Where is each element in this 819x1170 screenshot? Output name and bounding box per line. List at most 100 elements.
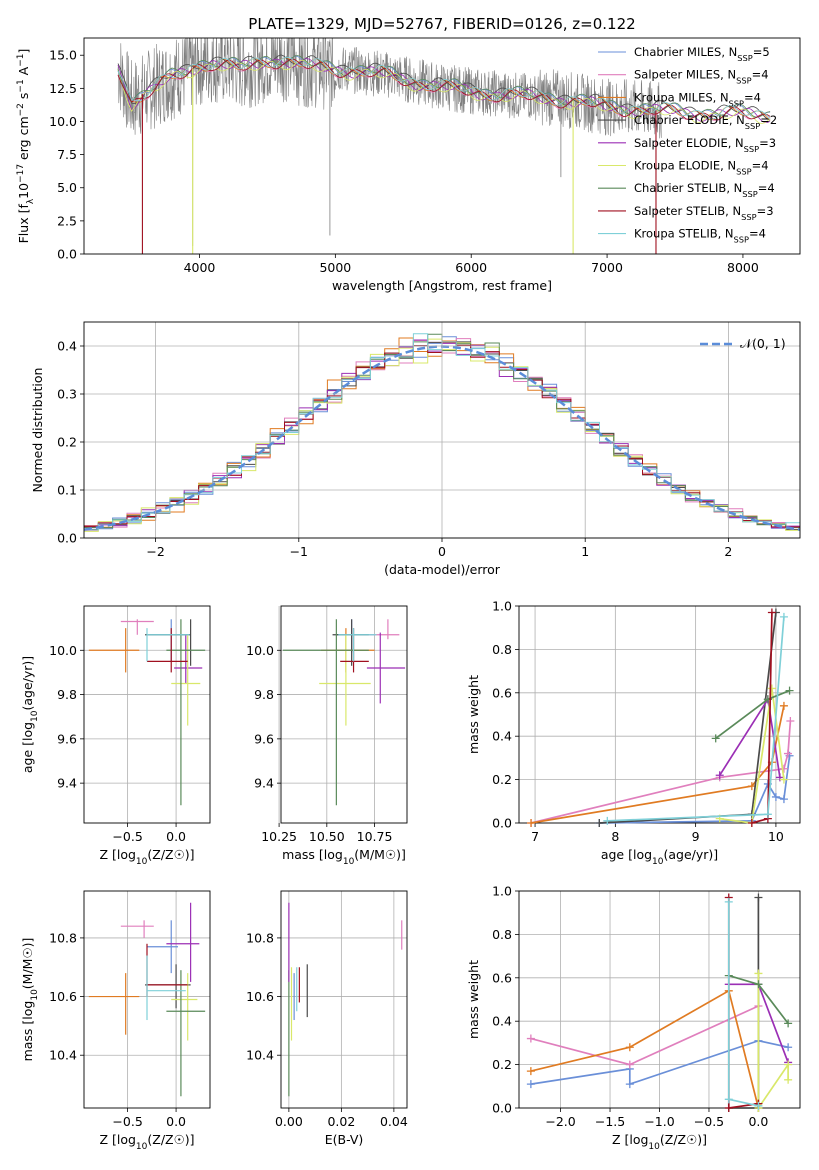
legend: Chabrier MILES, NSSP=5 Salpeter MILES, NS… xyxy=(598,45,777,245)
x-axis-label: (data-model)/error xyxy=(384,562,501,577)
weight-marker-kroupa_elodie xyxy=(754,969,763,978)
weight-marker-kroupa_stelib xyxy=(779,612,788,621)
x-tick-label: 8 xyxy=(611,829,619,844)
weight-marker-salpeter_miles xyxy=(526,1034,535,1043)
errorbar-plot xyxy=(88,902,206,1097)
axes-mass_vs_Z: −0.5 0.0 10.4 10.6 10.8 Z [log10(Z/Z☉)] mass [… xyxy=(20,890,211,1152)
axes-frame xyxy=(280,890,408,1109)
weight-line-chabrier_miles xyxy=(599,755,791,824)
y-tick-label: 10.0 xyxy=(49,114,77,129)
legend-label: Salpeter STELIB, NSSP=3 xyxy=(634,204,774,222)
y-axis-label: Normed distribution xyxy=(30,368,45,493)
y-tick-label: 1.0 xyxy=(492,599,512,614)
weight-marker-chabrier_miles xyxy=(771,792,780,801)
weight-marker-salpeter_stelib xyxy=(724,1104,733,1112)
weight-marker-salpeter_stelib xyxy=(767,608,776,617)
y-tick-label: 0.6 xyxy=(492,685,512,700)
legend-label: Chabrier ELODIE, NSSP=2 xyxy=(634,113,777,131)
y-tick-label: 0.8 xyxy=(492,927,512,942)
y-tick-label: 10.4 xyxy=(246,1048,274,1063)
y-tick-label: 10.0 xyxy=(246,643,274,658)
x-tick-label: 0.0 xyxy=(166,829,186,844)
legend-label: Kroupa MILES, NSSP=4 xyxy=(634,90,761,108)
y-axis-label: Flux [fλ10−17 erg cm−2 s−1 A−1] xyxy=(16,49,36,244)
y-tick-label: 5.0 xyxy=(57,180,77,195)
x-tick-label: 8000 xyxy=(727,260,759,275)
y-tick-label: 0.0 xyxy=(492,816,512,831)
weight-marker-kroupa_stelib xyxy=(724,1095,733,1104)
y-tick-label: 0.8 xyxy=(492,642,512,657)
axes-frame xyxy=(83,321,801,539)
y-axis-label: mass weight xyxy=(466,960,481,1039)
y-tick-label: 10.4 xyxy=(49,1048,77,1063)
axes-frame xyxy=(518,605,801,824)
weight-marker-kroupa_elodie xyxy=(767,684,776,693)
x-axis-label: wavelength [Angstrom, rest frame] xyxy=(332,278,552,293)
legend: 𝒩(0, 1) xyxy=(700,336,786,351)
legend-label: Chabrier STELIB, NSSP=4 xyxy=(634,181,775,199)
panels: 4000 5000 6000 7000 80000.02.55.07.510.012.5… xyxy=(16,15,801,1152)
legend-label: Kroupa ELODIE, NSSP=4 xyxy=(634,159,769,177)
x-tick-label: −1 xyxy=(290,544,308,559)
axes-frame xyxy=(83,605,211,824)
x-axis-label: age [log10(age/yr)] xyxy=(601,847,718,867)
y-tick-label: 10.8 xyxy=(246,930,274,945)
y-tick-label: 9.4 xyxy=(254,776,274,791)
weight-plot xyxy=(527,608,795,827)
x-tick-label: 4000 xyxy=(184,260,216,275)
weight-marker-kroupa_miles xyxy=(625,1043,634,1052)
x-tick-label: −2.0 xyxy=(545,1114,575,1129)
x-tick-label: 0 xyxy=(438,544,446,559)
x-tick-label: 2 xyxy=(724,544,732,559)
x-tick-label: −0.5 xyxy=(112,829,142,844)
x-tick-label: 0.02 xyxy=(327,1114,355,1129)
y-tick-label: 10.6 xyxy=(49,989,77,1004)
legend-label: Salpeter MILES, NSSP=4 xyxy=(634,68,769,86)
weight-marker-chabrier_stelib xyxy=(711,734,720,743)
x-tick-label: 10 xyxy=(768,829,784,844)
weight-marker-kroupa_miles xyxy=(779,701,788,710)
model-spectrum-chabrier_elodie xyxy=(117,54,771,121)
y-tick-label: 0.2 xyxy=(492,772,512,787)
weight-line-kroupa_miles xyxy=(530,989,760,1109)
x-tick-label: 0.04 xyxy=(380,1114,408,1129)
axes-residuals: −2 −1 0 1 2 0.0 0.1 0.2 0.3 0.4 (data-model)/error… xyxy=(30,321,801,577)
y-tick-label: 0.4 xyxy=(492,1014,512,1029)
x-tick-label: 10.25 xyxy=(261,829,297,844)
y-tick-label: 9.6 xyxy=(57,731,77,746)
legend-label: Chabrier MILES, NSSP=5 xyxy=(634,45,770,63)
x-tick-label: 0.0 xyxy=(166,1114,186,1129)
y-tick-label: 0.1 xyxy=(57,483,77,498)
weight-marker-chabrier_stelib xyxy=(784,1019,793,1028)
weight-marker-kroupa_stelib xyxy=(754,1101,763,1110)
weight-marker-salpeter_elodie xyxy=(715,771,724,780)
chart-title: PLATE=1329, MJD=52767, FIBERID=0126, z=0… xyxy=(248,15,635,33)
axes-mass_vs_ebv: 0.00 0.02 0.04 10.4 10.6 10.8 E(B-V) xyxy=(246,890,408,1147)
model-spectrum-kroupa_elodie xyxy=(117,59,771,124)
weight-marker-chabrier_elodie xyxy=(595,819,604,827)
x-tick-label: 0.0 xyxy=(748,1114,768,1129)
x-tick-label: −2 xyxy=(146,544,164,559)
x-tick-label: 7000 xyxy=(591,260,623,275)
weight-marker-salpeter_miles xyxy=(786,717,795,726)
y-tick-label: 0.0 xyxy=(492,1101,512,1116)
weight-marker-chabrier_stelib xyxy=(785,686,794,695)
axes-frame xyxy=(518,890,801,1109)
weight-marker-chabrier_elodie xyxy=(754,893,763,902)
axes-frame xyxy=(83,890,211,1109)
weight-marker-kroupa_elodie xyxy=(784,1060,793,1069)
weight-marker-chabrier_miles xyxy=(526,1080,535,1089)
axes-frame xyxy=(280,605,408,824)
weight-marker-salpeter_miles xyxy=(625,1060,634,1069)
errorbar-plot xyxy=(88,619,206,806)
axes-frame xyxy=(83,37,801,255)
model-spectrum-kroupa_stelib xyxy=(117,56,771,120)
y-tick-label: 0.3 xyxy=(57,387,77,402)
x-axis-label: E(B-V) xyxy=(325,1132,364,1147)
x-tick-label: 10.50 xyxy=(309,829,345,844)
legend-label: Salpeter ELODIE, NSSP=3 xyxy=(634,136,776,154)
y-tick-label: 2.5 xyxy=(57,213,77,228)
x-axis-label: Z [log10(Z/Z☉)] xyxy=(612,1132,707,1152)
x-tick-label: 10.75 xyxy=(357,829,393,844)
